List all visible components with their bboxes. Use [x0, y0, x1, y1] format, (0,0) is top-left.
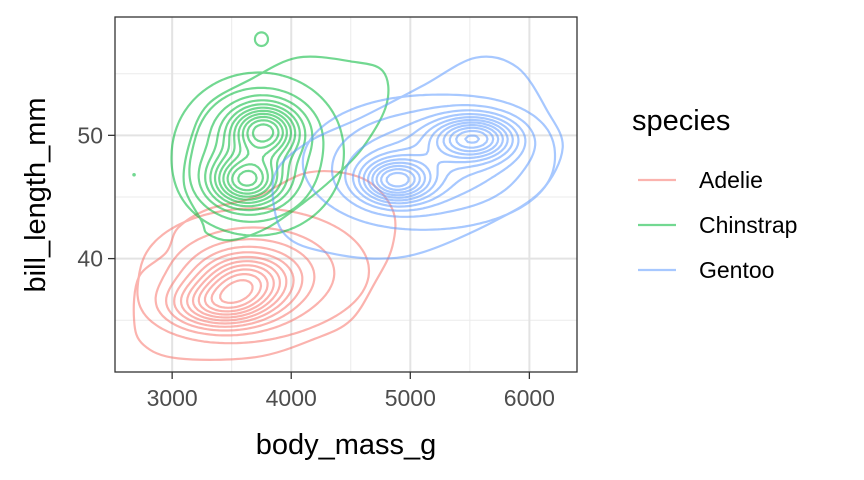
density-contour-level: [210, 273, 263, 309]
density-contour-level: [170, 71, 345, 237]
density-contour-level: [222, 112, 288, 198]
x-tick-label: 3000: [147, 385, 198, 411]
density-contour-level: [380, 129, 489, 191]
density-contour-level: [330, 104, 537, 218]
density-contour-level: [362, 118, 509, 202]
contour-group-gentoo: [271, 55, 564, 260]
density-contour-level: [371, 124, 500, 197]
y-tick-label: 50: [77, 122, 103, 148]
density-contour-level: [197, 264, 275, 316]
density-contour-level: [179, 251, 295, 325]
legend-item-adelie: Adelie: [638, 167, 763, 193]
plot-border: [114, 16, 578, 373]
contour-layer: [132, 31, 564, 361]
legend-label: Chinstrap: [699, 212, 797, 238]
legend-title: species: [632, 105, 730, 137]
legend: species Adelie Chinstrap Gentoo: [632, 105, 797, 283]
density-contour-level: [231, 119, 280, 192]
density-contour-level: [209, 103, 301, 208]
density-contour-level: [219, 279, 254, 304]
y-axis-title: bill_length_mm: [20, 97, 52, 292]
legend-label: Gentoo: [699, 257, 774, 283]
density-contour-level: [344, 109, 527, 212]
density-contour-level: [186, 255, 288, 322]
density-contour-level: [197, 94, 314, 216]
x-tick-label: 5000: [385, 385, 436, 411]
axis-ticks: 3000 4000 5000 6000 40 50: [77, 122, 555, 411]
density-contour-level: [357, 116, 514, 205]
density-contour-level: [351, 113, 520, 208]
x-axis-title: body_mass_g: [256, 429, 437, 461]
contour-group-chinstrap: [132, 31, 390, 242]
density-contour-outer: [271, 55, 564, 260]
density-contour-level: [154, 226, 336, 337]
density-contour-level: [301, 93, 557, 231]
density-contour-level: [367, 121, 504, 199]
legend-item-chinstrap: Chinstrap: [638, 212, 797, 238]
density-contour-level: [375, 126, 495, 194]
density-contour-dot: [132, 172, 136, 177]
y-tick-label: 40: [77, 246, 103, 272]
density-contour-level: [188, 86, 325, 223]
x-tick-label: 4000: [266, 385, 317, 411]
density-contour-level: [203, 268, 269, 313]
legend-item-gentoo: Gentoo: [638, 257, 774, 283]
plot-panel: [115, 17, 577, 372]
x-tick-label: 6000: [504, 385, 555, 411]
density-contour-level: [237, 123, 275, 187]
density-contour-level: [226, 115, 284, 195]
density-contour-level: [173, 245, 304, 328]
density-contour-level: [191, 260, 281, 319]
density-contour-level: [385, 134, 480, 188]
density-contour-island: [253, 31, 270, 48]
legend-label: Adelie: [699, 167, 763, 193]
